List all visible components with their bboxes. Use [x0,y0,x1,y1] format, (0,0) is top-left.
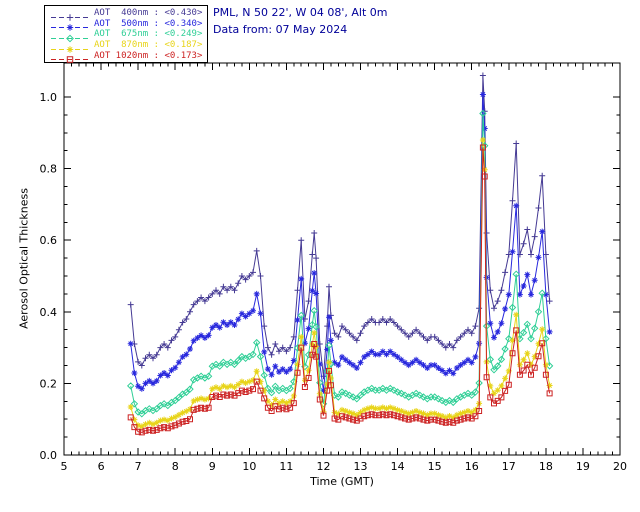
x-tick-label: 6 [98,460,105,473]
x-tick-label: 10 [242,460,256,473]
legend-line-marker-870nm [49,40,91,53]
data-date: Data from: 07 May 2024 [213,23,348,36]
x-tick-label: 18 [539,460,553,473]
x-tick-label: 5 [61,460,68,473]
legend-line-marker-1020nm [49,50,91,63]
legend-line-marker-675nm [49,29,91,43]
legend-entry-400nm: AOT 400nm : <0.430> [49,8,207,21]
legend-box: AOT 400nm : <0.430> AOT 500nm : <0.340> … [44,5,208,63]
legend-label-870nm: AOT 870nm : <0.187> [94,40,203,51]
legend-line-marker-500nm [49,18,91,32]
x-tick-label: 19 [576,460,590,473]
axis-ticks [63,63,621,456]
legend-label-675nm: AOT 675nm : <0.249> [94,29,203,40]
y-tick-label: 0.0 [40,449,58,462]
station-info: PML, N 50 22', W 04 08', Alt 0m [213,6,388,19]
legend-entry-870nm: AOT 870nm : <0.187> [49,40,207,53]
x-tick-label: 14 [391,460,405,473]
legend-entry-500nm: AOT 500nm : <0.340> [49,18,207,32]
y-tick-label: 1.0 [40,91,58,104]
tick-labels: 5 6 7 8 9 10 11 12 13 14 15 16 17 18 19 20 0.0 0.2 0.4 0.6 0… [40,91,628,473]
series-aot-400nm [127,72,553,380]
series-markers [127,144,553,436]
series-aot-1020nm [127,144,553,436]
x-tick-label: 9 [209,460,216,473]
x-axis-title: Time (GMT) [310,475,374,488]
x-tick-label: 12 [316,460,330,473]
x-tick-label: 8 [172,460,179,473]
legend-label-1020nm: AOT 1020nm : <0.173> [94,50,203,61]
y-axis-title: Aerosol Optical Thickness [17,188,31,329]
x-tick-label: 16 [465,460,479,473]
x-tick-label: 17 [502,460,516,473]
axes-frame [63,62,621,456]
y-tick-label: 0.6 [40,234,58,247]
legend-entry-1020nm: AOT 1020nm : <0.173> [49,50,207,63]
legend-label-500nm: AOT 500nm : <0.340> [94,18,203,29]
series-markers [127,91,553,394]
y-tick-label: 0.2 [40,377,58,390]
x-tick-label: 7 [135,460,142,473]
legend-entry-675nm: AOT 675nm : <0.249> [49,29,207,43]
series-line [130,147,551,433]
series-markers [126,109,554,418]
legend-line-marker-400nm [49,8,91,21]
legend-label-400nm: AOT 400nm : <0.430> [94,8,203,19]
y-tick-label: 0.4 [40,306,58,319]
y-tick-label: 0.8 [40,163,58,176]
x-tick-label: 11 [279,460,293,473]
x-tick-label: 20 [613,460,627,473]
series-layer [126,72,554,436]
series-markers [127,72,553,380]
x-tick-label: 15 [428,460,442,473]
x-tick-label: 13 [354,460,368,473]
